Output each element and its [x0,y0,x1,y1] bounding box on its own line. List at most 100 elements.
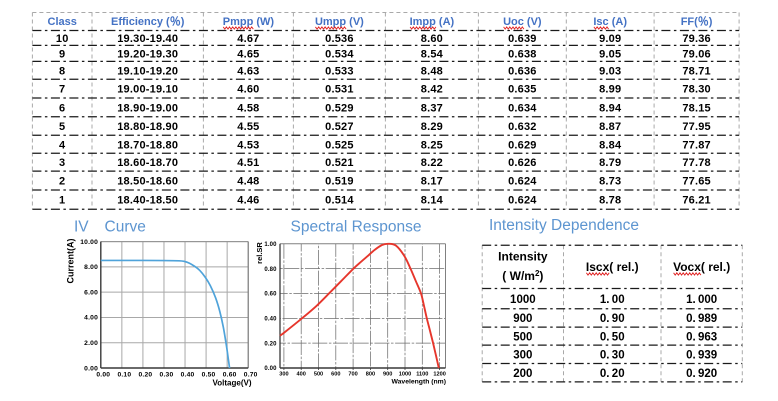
svg-text:0.00: 0.00 [264,366,277,372]
svg-text:9.09: 9.09 [599,33,621,45]
svg-text:0.519: 0.519 [325,176,354,188]
svg-text:0.624: 0.624 [508,176,537,188]
svg-text:0.534: 0.534 [325,48,354,60]
svg-text:7: 7 [59,84,65,96]
svg-text:10.00: 10.00 [80,239,98,246]
svg-text:4.63: 4.63 [237,65,259,77]
svg-text:FF(％): FF(％) [681,15,713,28]
svg-text:Class: Class [48,16,77,28]
svg-text:Vocx( rel.): Vocx( rel.) [673,260,730,274]
svg-text:0.635: 0.635 [508,84,537,96]
svg-text:IV: IV [74,219,89,236]
svg-text:18.80-18.90: 18.80-18.90 [117,121,178,133]
svg-text:0.634: 0.634 [508,102,537,114]
svg-text:77.87: 77.87 [682,139,711,151]
svg-text:0. 939: 0. 939 [686,350,717,362]
svg-text:Uoc (V): Uoc (V) [503,16,542,28]
svg-text:8.84: 8.84 [599,139,622,151]
svg-text:8.73: 8.73 [599,176,621,188]
svg-text:Pmpp (W): Pmpp (W) [223,16,275,28]
svg-text:rel.SR: rel.SR [255,242,264,264]
svg-text:4.58: 4.58 [237,102,259,114]
svg-text:800: 800 [366,372,375,378]
svg-text:5: 5 [59,121,65,133]
svg-text:400: 400 [297,372,306,378]
svg-text:8.99: 8.99 [599,84,621,96]
svg-text:0.638: 0.638 [508,48,537,60]
svg-text:4.48: 4.48 [237,176,259,188]
svg-text:Umpp (V): Umpp (V) [315,16,364,28]
svg-text:0.531: 0.531 [325,84,354,96]
svg-text:0.626: 0.626 [508,157,537,169]
svg-text:9: 9 [59,48,65,60]
svg-text:78.71: 78.71 [682,65,711,77]
svg-text:1100: 1100 [416,372,428,378]
svg-text:600: 600 [331,372,340,378]
svg-text:78.15: 78.15 [682,102,711,114]
svg-text:6: 6 [59,102,65,114]
svg-text:8.00: 8.00 [84,264,98,271]
svg-text:8.94: 8.94 [599,102,622,114]
svg-text:79.06: 79.06 [682,48,711,60]
svg-text:4.53: 4.53 [237,139,259,151]
svg-text:8.17: 8.17 [421,176,443,188]
svg-text:8.79: 8.79 [599,157,621,169]
svg-text:8.54: 8.54 [421,48,444,60]
svg-text:8.78: 8.78 [599,195,621,207]
svg-text:0.629: 0.629 [508,139,537,151]
svg-text:300: 300 [279,372,288,378]
svg-text:0.525: 0.525 [325,139,354,151]
svg-text:0.50: 0.50 [202,372,216,379]
svg-text:0.533: 0.533 [325,65,354,77]
svg-text:77.95: 77.95 [682,121,711,133]
svg-text:0.514: 0.514 [325,195,354,207]
svg-text:0.536: 0.536 [325,33,354,45]
svg-text:76.21: 76.21 [682,195,711,207]
svg-text:78.30: 78.30 [682,84,711,96]
svg-text:0. 90: 0. 90 [600,313,625,325]
svg-text:0. 20: 0. 20 [600,368,625,380]
svg-text:1.00: 1.00 [264,242,277,248]
svg-text:200: 200 [513,368,532,380]
svg-text:0.00: 0.00 [84,365,98,372]
svg-text:10: 10 [56,33,69,45]
svg-text:0.639: 0.639 [508,33,537,45]
svg-text:4: 4 [59,139,66,151]
svg-text:0.40: 0.40 [264,317,277,323]
svg-text:1200: 1200 [433,372,445,378]
svg-text:Curve: Curve [105,219,146,236]
svg-text:18.40-18.50: 18.40-18.50 [117,195,178,207]
svg-text:500: 500 [314,372,323,378]
svg-text:0.527: 0.527 [325,121,354,133]
svg-text:0.20: 0.20 [264,341,277,347]
svg-text:2.00: 2.00 [84,340,98,347]
svg-text:Voltage(V): Voltage(V) [213,378,252,387]
svg-text:0.60: 0.60 [223,372,237,379]
svg-text:0.632: 0.632 [508,121,537,133]
svg-text:1: 1 [59,195,65,207]
svg-text:1000: 1000 [399,372,411,378]
svg-text:0.80: 0.80 [264,267,277,273]
svg-text:18.70-18.80: 18.70-18.80 [117,139,178,151]
svg-text:18.50-18.60: 18.50-18.60 [117,176,178,188]
svg-text:500: 500 [513,331,532,343]
svg-text:3: 3 [59,157,65,169]
svg-text:Impp (A): Impp (A) [410,16,455,28]
svg-text:0.20: 0.20 [139,372,153,379]
svg-text:18.60-18.70: 18.60-18.70 [117,157,178,169]
svg-text:0. 50: 0. 50 [600,331,625,343]
svg-text:( W/m2): ( W/m2) [502,269,543,283]
svg-text:0. 30: 0. 30 [600,350,625,362]
svg-text:900: 900 [513,313,532,325]
svg-text:0.624: 0.624 [508,195,537,207]
svg-text:Current(A): Current(A) [66,239,76,284]
svg-text:4.00: 4.00 [84,315,98,322]
svg-text:19.00-19.10: 19.00-19.10 [117,84,178,96]
svg-text:9.05: 9.05 [599,48,621,60]
svg-text:79.36: 79.36 [682,33,711,45]
svg-text:4.46: 4.46 [237,195,259,207]
svg-text:0.30: 0.30 [160,372,174,379]
svg-text:2: 2 [59,176,65,188]
svg-text:Intensity: Intensity [498,250,548,264]
svg-text:77.78: 77.78 [682,157,711,169]
